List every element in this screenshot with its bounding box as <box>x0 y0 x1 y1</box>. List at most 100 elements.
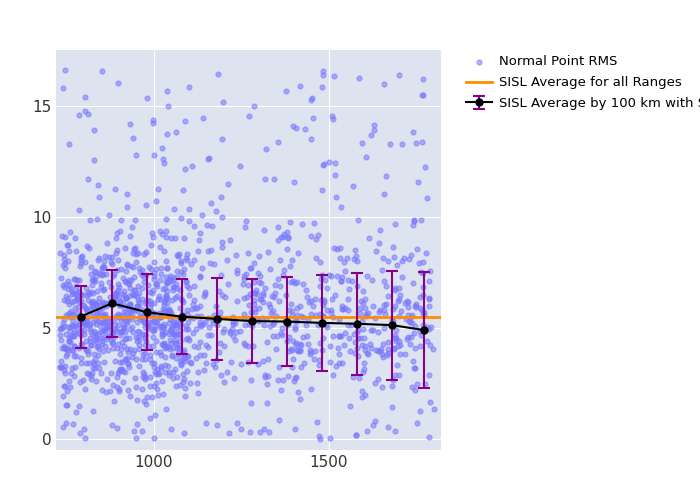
Normal Point RMS <box>137 306 148 314</box>
Normal Point RMS <box>143 281 154 289</box>
Normal Point RMS <box>373 239 384 247</box>
Normal Point RMS <box>253 278 265 285</box>
Normal Point RMS <box>131 318 142 326</box>
Normal Point RMS <box>86 312 97 320</box>
Normal Point RMS <box>105 336 116 344</box>
Normal Point RMS <box>282 320 293 328</box>
Normal Point RMS <box>303 298 314 306</box>
Normal Point RMS <box>412 246 423 254</box>
Normal Point RMS <box>374 226 386 234</box>
Normal Point RMS <box>85 288 97 296</box>
Normal Point RMS <box>90 300 101 308</box>
Normal Point RMS <box>212 70 223 78</box>
Normal Point RMS <box>326 306 337 314</box>
Normal Point RMS <box>251 286 262 294</box>
Normal Point RMS <box>257 291 268 299</box>
Normal Point RMS <box>131 306 142 314</box>
Normal Point RMS <box>113 385 125 393</box>
Normal Point RMS <box>75 340 86 348</box>
Normal Point RMS <box>354 74 365 82</box>
Normal Point RMS <box>161 278 172 286</box>
Normal Point RMS <box>417 270 428 278</box>
Normal Point RMS <box>95 280 106 287</box>
Normal Point RMS <box>94 328 106 336</box>
Normal Point RMS <box>287 306 298 314</box>
Normal Point RMS <box>85 216 96 224</box>
Normal Point RMS <box>159 324 170 332</box>
Normal Point RMS <box>74 378 85 386</box>
Normal Point RMS <box>410 300 421 308</box>
Normal Point RMS <box>179 164 190 172</box>
Normal Point RMS <box>260 370 271 378</box>
Normal Point RMS <box>62 311 74 319</box>
Normal Point RMS <box>274 363 285 371</box>
Normal Point RMS <box>74 298 85 306</box>
Normal Point RMS <box>195 312 206 320</box>
Normal Point RMS <box>216 271 227 279</box>
Normal Point RMS <box>122 360 134 368</box>
Normal Point RMS <box>67 332 78 340</box>
Normal Point RMS <box>118 287 129 295</box>
Normal Point RMS <box>90 320 101 328</box>
Normal Point RMS <box>241 294 253 302</box>
Normal Point RMS <box>113 388 125 396</box>
Normal Point RMS <box>161 294 172 302</box>
Normal Point RMS <box>246 322 258 330</box>
Normal Point RMS <box>129 427 140 435</box>
Normal Point RMS <box>289 323 300 331</box>
Normal Point RMS <box>132 302 143 310</box>
Normal Point RMS <box>96 282 107 290</box>
Normal Point RMS <box>206 222 218 230</box>
Normal Point RMS <box>326 272 337 280</box>
Normal Point RMS <box>165 234 176 242</box>
Normal Point RMS <box>214 348 225 356</box>
Normal Point RMS <box>216 244 228 252</box>
Normal Point RMS <box>106 339 118 347</box>
Normal Point RMS <box>57 261 69 269</box>
Normal Point RMS <box>146 393 158 401</box>
Normal Point RMS <box>231 252 242 260</box>
Normal Point RMS <box>123 292 134 300</box>
Normal Point RMS <box>92 335 103 343</box>
Normal Point RMS <box>58 314 69 322</box>
Normal Point RMS <box>345 321 356 329</box>
Normal Point RMS <box>295 302 306 310</box>
Normal Point RMS <box>162 362 173 370</box>
Normal Point RMS <box>424 371 435 379</box>
Normal Point RMS <box>194 274 205 281</box>
Normal Point RMS <box>262 372 273 380</box>
Normal Point RMS <box>154 244 165 252</box>
Normal Point RMS <box>99 358 110 366</box>
Normal Point RMS <box>367 420 378 428</box>
Normal Point RMS <box>60 66 71 74</box>
Normal Point RMS <box>71 309 83 317</box>
Normal Point RMS <box>71 295 82 303</box>
Normal Point RMS <box>111 424 122 432</box>
Normal Point RMS <box>384 140 395 148</box>
Normal Point RMS <box>143 322 154 330</box>
Normal Point RMS <box>74 428 85 436</box>
Normal Point RMS <box>335 332 346 340</box>
Normal Point RMS <box>318 72 329 80</box>
Normal Point RMS <box>85 328 96 336</box>
Normal Point RMS <box>291 304 302 312</box>
Normal Point RMS <box>71 292 83 300</box>
Normal Point RMS <box>149 322 160 330</box>
Normal Point RMS <box>139 298 150 306</box>
Normal Point RMS <box>119 304 130 312</box>
Normal Point RMS <box>172 292 183 300</box>
Normal Point RMS <box>238 310 249 318</box>
Normal Point RMS <box>378 301 389 309</box>
Normal Point RMS <box>95 334 106 342</box>
Normal Point RMS <box>83 359 94 367</box>
Normal Point RMS <box>409 217 420 225</box>
Normal Point RMS <box>118 274 129 282</box>
Normal Point RMS <box>155 322 167 330</box>
Normal Point RMS <box>191 380 202 388</box>
Normal Point RMS <box>178 234 190 242</box>
Normal Point RMS <box>394 350 405 358</box>
Normal Point RMS <box>159 328 170 336</box>
Normal Point RMS <box>85 306 97 314</box>
Normal Point RMS <box>158 155 169 163</box>
Normal Point RMS <box>121 354 132 362</box>
